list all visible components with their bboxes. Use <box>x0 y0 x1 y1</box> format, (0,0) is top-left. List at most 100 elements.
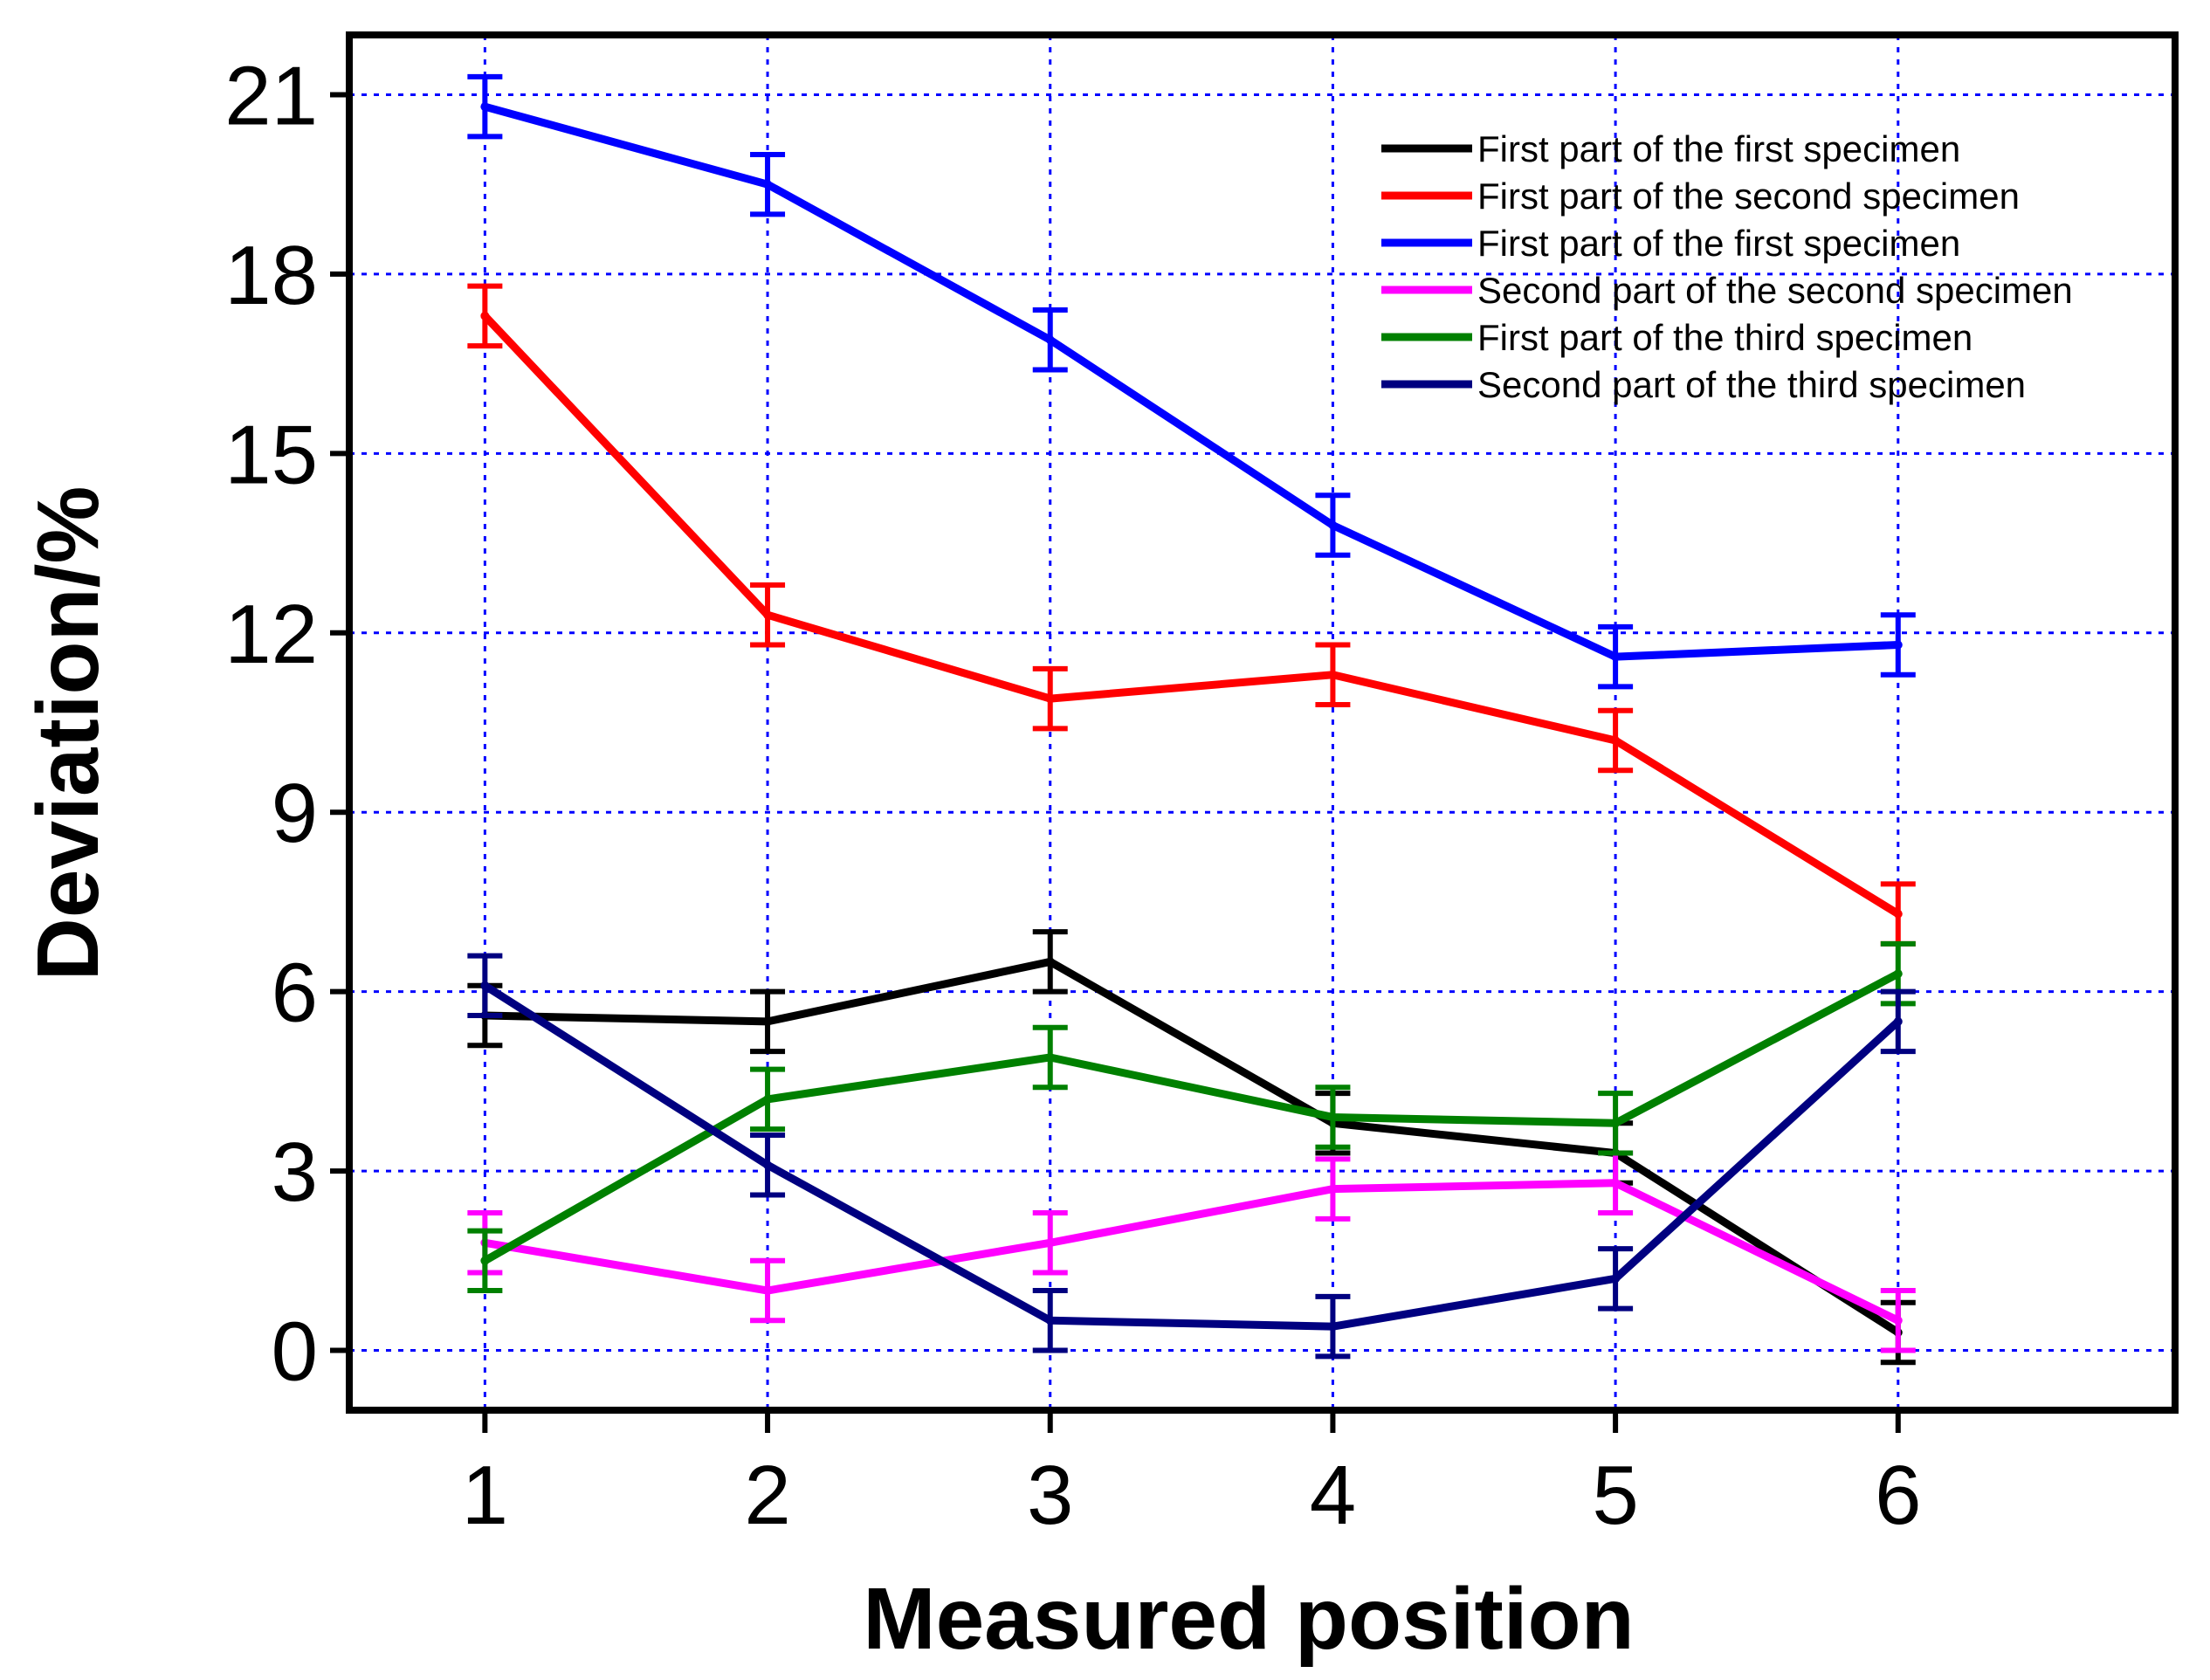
y-axis: 0 3 6 9 12 15 18 21 <box>224 49 349 1399</box>
data-point <box>1045 1316 1055 1325</box>
error-bar <box>1598 707 1634 774</box>
data-point <box>1045 694 1055 704</box>
x-tick-label: 4 <box>1310 1449 1356 1542</box>
series-layer <box>467 73 1916 1366</box>
x-tick-label: 1 <box>462 1449 508 1542</box>
error-bar <box>1315 1156 1351 1222</box>
data-point <box>480 981 490 990</box>
legend-label: First part of the second specimen <box>1477 176 2020 217</box>
data-point <box>1893 909 1903 919</box>
error-bar <box>1032 929 1068 995</box>
x-tick-label: 6 <box>1875 1449 1921 1542</box>
data-point <box>480 311 490 320</box>
data-point <box>763 1286 773 1296</box>
error-bar <box>1032 1024 1068 1091</box>
error-bar <box>1032 307 1068 373</box>
error-bar <box>1032 665 1068 732</box>
data-point <box>1893 1016 1903 1026</box>
series-6 <box>467 953 1916 1360</box>
series-line <box>482 313 1901 918</box>
legend-item: First part of the first specimen <box>1381 128 1960 169</box>
error-bar <box>1032 1210 1068 1276</box>
legend-item: First part of the first specimen <box>1381 223 1960 264</box>
legend-item: First part of the second specimen <box>1381 176 2020 217</box>
x-tick-label: 2 <box>744 1449 790 1542</box>
error-bar <box>750 1257 786 1324</box>
data-point <box>480 1256 490 1265</box>
x-tick-label: 3 <box>1027 1449 1073 1542</box>
data-point <box>1328 1112 1338 1122</box>
error-bar <box>1598 623 1634 690</box>
error-bar <box>750 1133 786 1198</box>
y-tick-label: 9 <box>272 767 318 860</box>
series-5 <box>467 940 1916 1294</box>
data-point <box>763 1160 773 1170</box>
data-point <box>480 102 490 112</box>
data-point <box>1328 1184 1338 1194</box>
data-point <box>763 610 773 620</box>
data-point <box>1611 1119 1621 1128</box>
y-tick-label: 6 <box>272 947 318 1040</box>
data-point <box>1328 670 1338 679</box>
data-point <box>1611 1274 1621 1284</box>
data-point <box>1328 520 1338 530</box>
data-point <box>1328 1322 1338 1332</box>
x-axis: 1 2 3 4 5 6 <box>462 1410 1921 1542</box>
y-tick-label: 18 <box>224 229 318 322</box>
x-tick-label: 5 <box>1592 1449 1638 1542</box>
error-bar <box>1598 1091 1634 1156</box>
error-bar <box>467 953 503 1019</box>
y-tick-label: 0 <box>272 1305 318 1399</box>
plot-frame <box>346 31 2179 1414</box>
y-tick-label: 3 <box>272 1126 318 1219</box>
series-3 <box>467 73 1916 690</box>
data-point <box>1893 1316 1903 1325</box>
x-axis-title: Measured position <box>863 1570 1634 1668</box>
error-bar <box>467 73 503 140</box>
series-line <box>485 957 1901 1336</box>
legend-label: First part of the first specimen <box>1477 223 1960 264</box>
data-point <box>1045 957 1055 967</box>
data-point <box>763 1016 773 1026</box>
legend-item: Second part of the third specimen <box>1381 364 2026 405</box>
legend-label: First part of the first specimen <box>1477 128 1960 169</box>
error-bar <box>1880 988 1916 1055</box>
legend-item: Second part of the second specimen <box>1381 270 2073 311</box>
series-line <box>483 970 1900 1264</box>
y-tick-label: 12 <box>224 588 318 681</box>
error-bar <box>1880 612 1916 678</box>
data-point <box>1611 652 1621 662</box>
data-point <box>1611 1178 1621 1188</box>
series-2 <box>467 283 1916 947</box>
data-point <box>1611 736 1621 746</box>
legend-label: Second part of the second specimen <box>1477 270 2073 311</box>
data-point <box>1045 1052 1055 1062</box>
series-line <box>484 102 1898 661</box>
error-bar <box>467 283 503 349</box>
data-point <box>763 1094 773 1104</box>
error-bar <box>1598 1246 1634 1312</box>
data-point <box>1045 1238 1055 1248</box>
error-bar <box>1315 1084 1351 1150</box>
y-axis-title: Deviation/% <box>19 486 117 981</box>
error-bar <box>1880 881 1916 947</box>
data-point <box>1045 335 1055 345</box>
error-bar <box>1315 1293 1351 1360</box>
y-tick-label: 15 <box>224 408 318 501</box>
y-tick-label: 21 <box>224 49 318 142</box>
data-point <box>1893 640 1903 650</box>
series-line <box>482 982 1901 1331</box>
error-bar <box>1880 1288 1916 1353</box>
error-bar <box>750 1066 786 1133</box>
series-4 <box>467 1150 1916 1353</box>
error-bar <box>1315 642 1351 707</box>
error-bar <box>467 1228 503 1294</box>
legend-item: First part of the third specimen <box>1381 317 1972 358</box>
error-bar <box>750 151 786 217</box>
legend: First part of the first specimen First pa… <box>1381 128 2073 405</box>
data-point <box>763 180 773 189</box>
legend-label: Second part of the third specimen <box>1477 364 2026 405</box>
legend-label: First part of the third specimen <box>1477 317 1972 358</box>
data-point <box>1893 969 1903 979</box>
